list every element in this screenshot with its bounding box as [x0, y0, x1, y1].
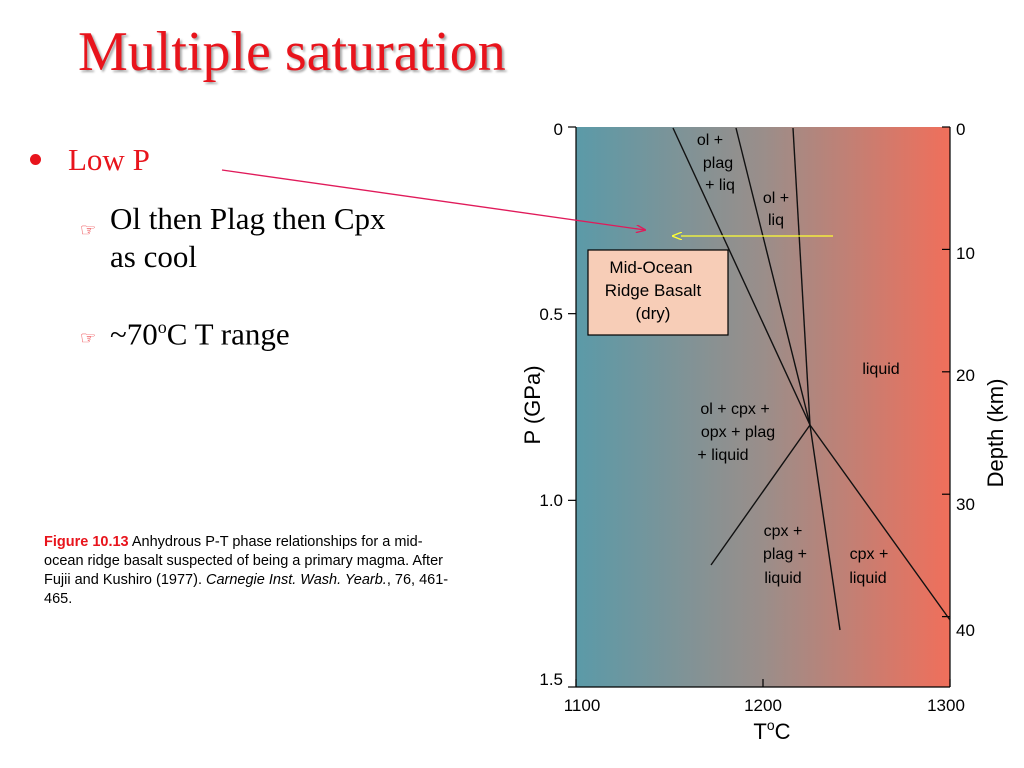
x-axis-title-degree: o	[767, 717, 775, 733]
caption-ref: , 76, 461-465.	[44, 572, 449, 607]
plot-area	[576, 127, 950, 687]
caption-text: Anhydrous P-T phase relationships for a …	[44, 534, 443, 588]
field-ol-plag-liq-2: plag	[703, 155, 733, 172]
right-axis-ticks	[942, 126, 950, 618]
morb-label-line-1: Mid-Ocean	[609, 258, 692, 277]
field-ol-cpx-opx-plag-1: ol + cpx +	[700, 401, 769, 418]
pink-annotation-arrow	[221, 169, 645, 230]
pointing-hand-icon: ☞	[80, 220, 97, 240]
field-ol-plag-liq-3: + liq	[705, 177, 735, 194]
y-tick-label-0.5: 0.5	[539, 305, 563, 324]
bullet-dot-icon	[30, 154, 41, 165]
range-suffix: C T range	[166, 316, 290, 352]
x-axis-title-unit: C	[775, 719, 791, 744]
field-cpx-liquid-1: cpx +	[850, 546, 889, 563]
depth-tick-label-10: 10	[956, 244, 975, 263]
morb-label-line-2: Ridge Basalt	[605, 281, 702, 300]
x-axis-title: ToC	[753, 717, 790, 744]
field-cpx-liquid-2: liquid	[849, 570, 886, 587]
field-ol-cpx-opx-plag-2: opx + plag	[701, 424, 775, 441]
left-axis-ticks	[568, 126, 576, 688]
x-tick-label-1300: 1300	[927, 696, 965, 715]
degree-mark: o	[157, 317, 167, 337]
morb-label-box	[587, 249, 729, 336]
field-ol-liq-2: liq	[768, 212, 784, 229]
phase-boundaries	[672, 127, 951, 631]
boundary-low-cpx	[710, 424, 811, 566]
y-tick-label-1.5: 1.5	[539, 670, 563, 689]
sub-bullet-range-text: ~70oC T range	[110, 308, 410, 353]
x-axis-title-main: T	[753, 719, 766, 744]
field-ol-cpx-opx-plag-3: + liquid	[697, 447, 748, 464]
depth-tick-label-40: 40	[956, 621, 975, 640]
depth-tick-label-0: 0	[956, 120, 965, 139]
boundary-cpx-liquidus	[809, 424, 951, 621]
sub-bullet-sequence-text: Ol then Plag then Cpx as cool	[110, 201, 386, 274]
y-tick-label-0: 0	[554, 120, 563, 139]
range-value: ~70	[110, 316, 158, 352]
caption-journal: Carnegie Inst. Wash. Yearb.	[206, 572, 387, 588]
y-tick-label-1.0: 1.0	[539, 491, 563, 510]
figure-caption: Figure 10.13 Anhydrous P-T phase relatio…	[44, 533, 454, 609]
bullet-low-p-text: Low P	[68, 142, 150, 177]
depth-tick-label-20: 20	[956, 366, 975, 385]
field-cpx-plag-liquid-3: liquid	[764, 570, 801, 587]
field-ol-plag-liq-1: ol +	[697, 132, 723, 149]
boundary-plag-in	[672, 127, 811, 426]
y-axis-title-left: P (GPa)	[520, 365, 545, 444]
x-tick-label-1100: 1100	[564, 696, 601, 715]
boundary-ol-plag	[735, 127, 811, 426]
y-axis-title-right: Depth (km)	[983, 379, 1008, 488]
slide-title: Multiple saturation	[78, 21, 506, 83]
boundary-plag-out	[809, 424, 841, 631]
figure-label: Figure 10.13	[44, 534, 129, 550]
x-tick-label-1200: 1200	[744, 696, 782, 715]
pointing-hand-icon: ☞	[80, 328, 97, 348]
field-cpx-plag-liquid-2: plag +	[763, 546, 807, 563]
field-cpx-plag-liquid-1: cpx +	[764, 523, 803, 540]
bottom-axis-ticks	[575, 679, 951, 687]
boundary-liquidus	[792, 127, 811, 426]
morb-label-line-3: (dry)	[636, 304, 671, 323]
depth-tick-label-30: 30	[956, 495, 975, 514]
field-liquid: liquid	[862, 361, 899, 378]
field-ol-liq-1: ol +	[763, 190, 789, 207]
